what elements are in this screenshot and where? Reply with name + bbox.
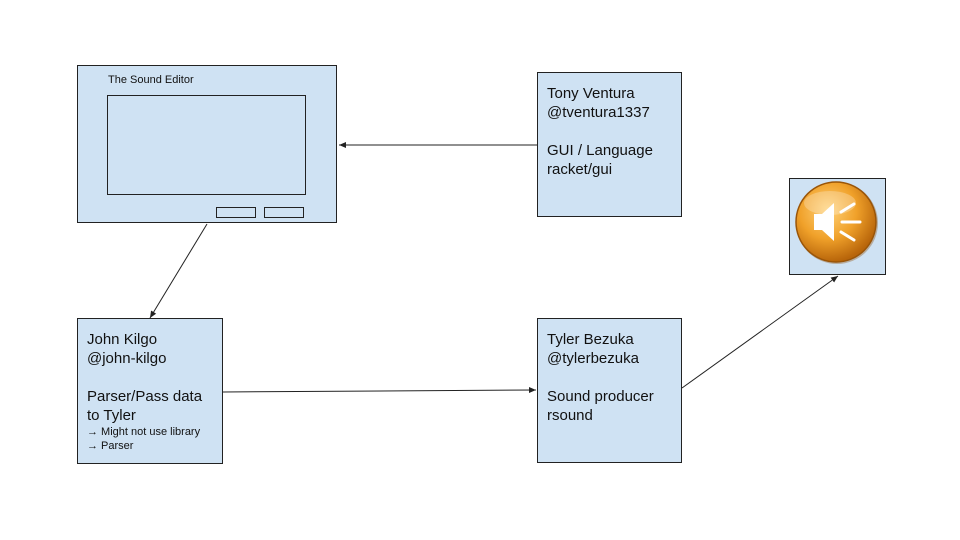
speaker-icon <box>795 181 878 264</box>
john-gap <box>87 368 222 387</box>
tyler-library: rsound <box>547 407 593 424</box>
arrow-tyler-to-speaker <box>681 275 839 389</box>
arrow-john-to-tyler <box>222 387 537 394</box>
tyler-bezuka-box: Tyler Bezuka @tylerbezuka Sound producer… <box>537 318 682 463</box>
john-handle: @john-kilgo <box>87 350 167 367</box>
sound-editor-title: The Sound Editor <box>108 74 194 86</box>
editor-button-mock-2 <box>264 207 304 218</box>
tyler-gap <box>547 368 681 387</box>
tyler-handle: @tylerbezuka <box>547 350 639 367</box>
tony-role: GUI / Language <box>547 142 653 159</box>
sound-editor-box: The Sound Editor <box>77 65 337 223</box>
tony-library: racket/gui <box>547 161 613 178</box>
speaker-output-box <box>789 178 886 275</box>
tyler-role: Sound producer <box>547 388 654 405</box>
john-kilgo-box: John Kilgo @john-kilgo Parser/Pass data … <box>77 318 223 464</box>
tony-handle: @tventura1337 <box>547 104 650 121</box>
john-note-1: → Might not use library <box>87 426 201 438</box>
arrow-editor-to-john <box>149 223 208 319</box>
john-role: Parser/Pass data <box>87 388 203 405</box>
editor-button-mock-1 <box>216 207 256 218</box>
tyler-name: Tyler Bezuka <box>547 331 634 348</box>
john-note-2: → Parser <box>87 440 134 452</box>
john-name: John Kilgo <box>87 331 158 348</box>
john-role-continued: to Tyler <box>87 407 136 424</box>
tony-gap <box>547 122 681 141</box>
tony-name: Tony Ventura <box>547 85 635 102</box>
tony-ventura-box: Tony Ventura @tventura1337 GUI / Languag… <box>537 72 682 217</box>
editor-screen-mock <box>107 95 306 195</box>
